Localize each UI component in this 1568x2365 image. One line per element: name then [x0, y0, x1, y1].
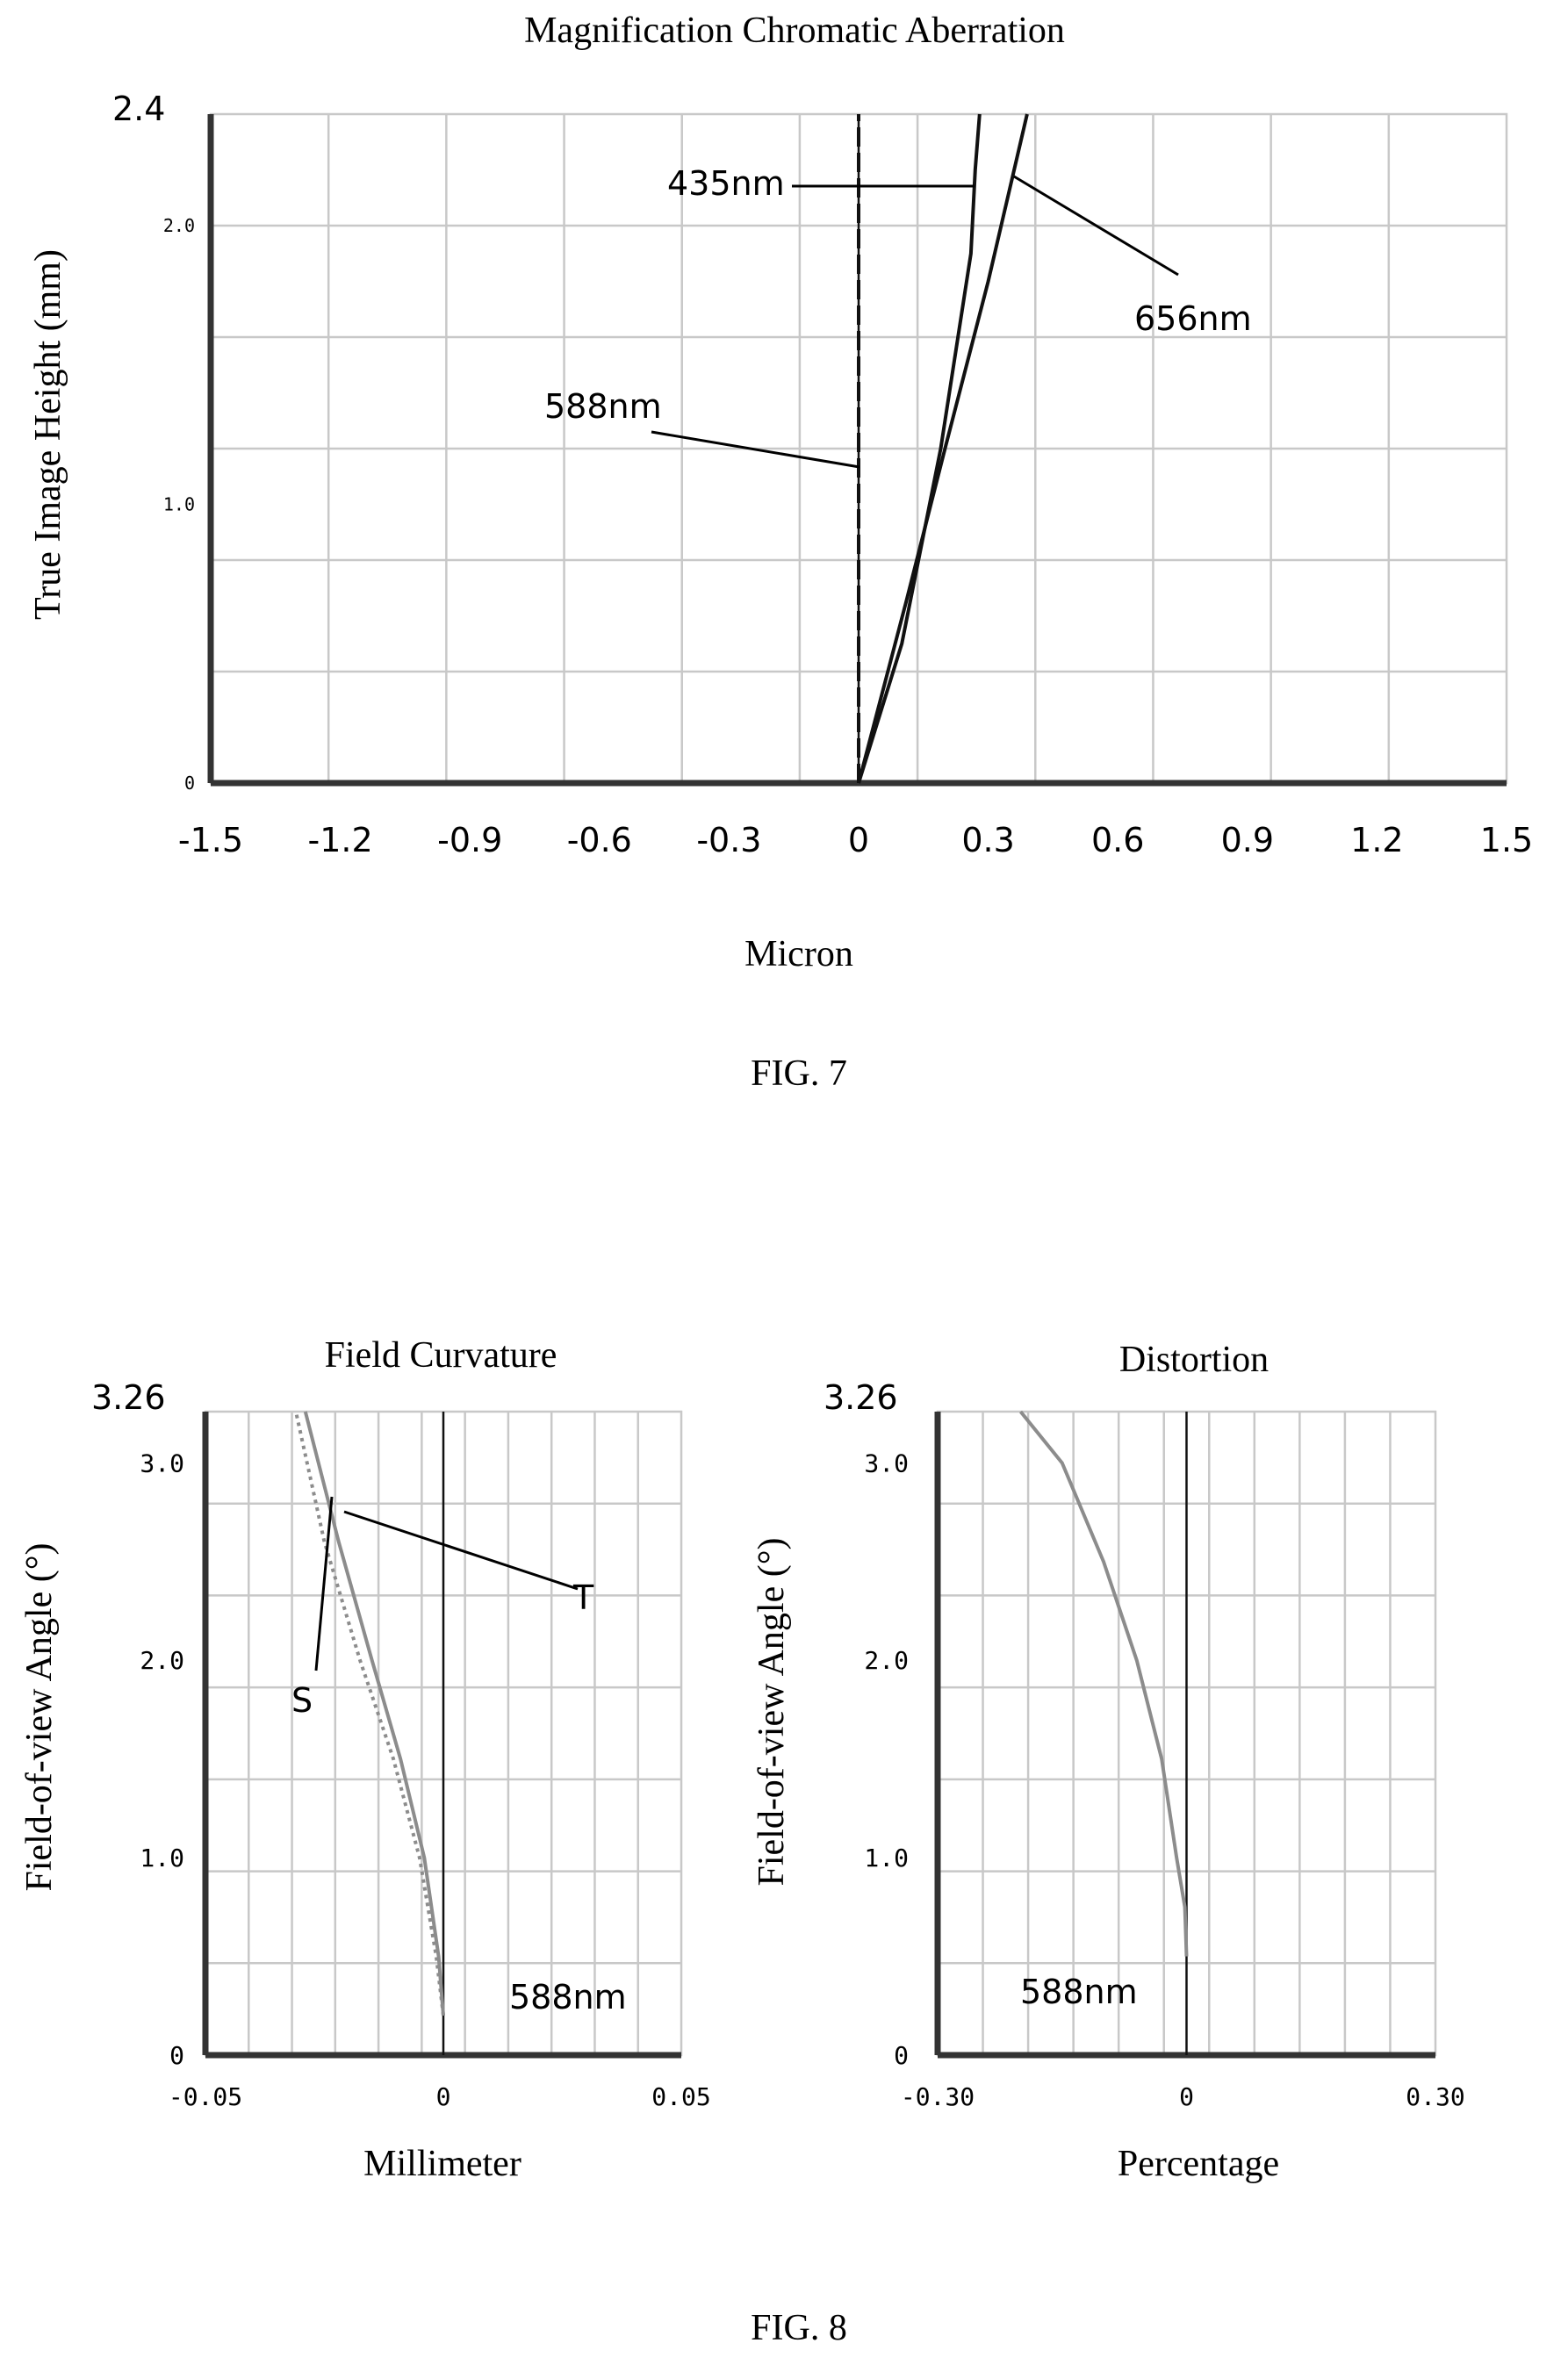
grid — [205, 1412, 681, 2055]
y-tick-label: 2.0 — [140, 1646, 184, 1675]
annotations: 435nm 656nm 588nm — [544, 164, 1252, 469]
y-axis-label: Field-of-view Angle (°) — [19, 1542, 60, 1891]
x-tick-label: 0.05 — [651, 2082, 710, 2111]
series-line-435nm — [857, 113, 982, 784]
x-tick-label: 1.2 — [1350, 821, 1403, 859]
x-tick-label: -0.9 — [437, 821, 502, 859]
axes — [934, 1410, 1437, 2059]
annotation-588nm: 588nm — [509, 1978, 627, 2016]
figure-label-fig7: FIG. 7 — [751, 1053, 847, 1094]
chart-field-curvature: Field Curvature -0.05 0 0.05 0 1.0 2.0 3.0 T … — [19, 1335, 711, 2184]
x-tick-label: 1.5 — [1480, 821, 1533, 859]
figure-label-fig8: FIG. 8 — [751, 2308, 847, 2348]
x-tick-label: 0 — [1179, 2082, 1194, 2111]
x-axis-label: Micron — [744, 934, 853, 974]
x-tick-labels: -0.05 0 0.05 — [169, 2082, 711, 2111]
y-tick-label: 3.0 — [864, 1448, 909, 1477]
x-tick-label: -0.3 — [696, 821, 761, 859]
series-line-588nm — [1018, 1410, 1189, 1957]
y-tick-label: 3.0 — [140, 1448, 184, 1477]
x-tick-label: 0.30 — [1406, 2082, 1464, 2111]
y-tick-label: 1.0 — [140, 1844, 184, 1873]
series-line-s — [303, 1411, 445, 2016]
y-tick-label: 0 — [169, 2041, 184, 2070]
series-lines — [294, 1411, 445, 2016]
x-tick-label: 0.9 — [1221, 821, 1274, 859]
y-tick-labels: 0 1.0 2.0 3.0 — [140, 1448, 184, 2070]
series-lines — [1018, 1410, 1189, 1957]
y-axis-label: True Image Height (mm) — [28, 249, 68, 620]
x-axis-label: Millimeter — [363, 2144, 521, 2184]
chart-chromatic-aberration: Magnification Chromatic Aberration -1.5-… — [28, 11, 1533, 974]
x-tick-label: 0 — [848, 821, 869, 859]
leader-line-s — [314, 1496, 334, 1671]
annotations: 588nm — [1020, 1973, 1138, 2011]
annotation-656nm: 656nm — [1134, 299, 1252, 338]
x-tick-label: 0.6 — [1091, 821, 1144, 859]
x-tick-label: 0.3 — [961, 821, 1014, 859]
series-line-656nm — [857, 113, 1029, 784]
y-max-label: 3.26 — [824, 1378, 898, 1417]
series-lines — [857, 113, 1029, 784]
y-tick-label: 2.0 — [864, 1646, 909, 1675]
y-axis-label: Field-of-view Angle (°) — [752, 1537, 792, 1886]
y-max-label: 2.4 — [112, 90, 165, 128]
x-tick-label: -0.6 — [567, 821, 632, 859]
x-tick-label: -0.30 — [901, 2082, 975, 2111]
annotation-588nm: 588nm — [544, 387, 662, 426]
y-tick-label: 1.0 — [163, 494, 195, 515]
y-tick-labels: 0 1.0 2.0 3.0 — [864, 1448, 909, 2070]
annotation-t: T — [572, 1578, 594, 1617]
leader-line-t — [343, 1510, 579, 1591]
x-tick-label: 0 — [436, 2082, 451, 2111]
y-tick-label: 2.0 — [163, 215, 195, 236]
chart-title: Field Curvature — [325, 1335, 557, 1376]
x-tick-label: -0.05 — [169, 2082, 242, 2111]
axes — [202, 1410, 683, 2059]
x-tick-label: -1.5 — [178, 821, 243, 859]
chart-title: Magnification Chromatic Aberration — [524, 11, 1065, 51]
leader-line-588nm — [651, 430, 860, 469]
chart-title: Distortion — [1119, 1340, 1269, 1380]
annotations: T S 588nm — [291, 1496, 627, 2016]
x-tick-label: -1.2 — [308, 821, 373, 859]
y-max-label: 3.26 — [91, 1378, 166, 1417]
x-axis-label: Percentage — [1118, 2144, 1279, 2184]
annotation-s: S — [291, 1681, 313, 1720]
y-tick-labels: 0 1.0 2.0 — [163, 215, 195, 794]
annotation-588nm: 588nm — [1020, 1973, 1138, 2011]
y-tick-label: 1.0 — [864, 1844, 909, 1873]
leader-line-656nm — [1013, 175, 1179, 277]
x-tick-labels: -1.5 -1.2 -0.9 -0.6 -0.3 0 0.3 0.6 0.9 1.2 1.5 — [178, 821, 1533, 859]
annotation-435nm: 435nm — [667, 164, 785, 203]
series-line-t — [294, 1411, 445, 2016]
y-tick-label: 0 — [894, 2041, 909, 2070]
y-tick-label: 0 — [184, 773, 195, 794]
chart-distortion: Distortion -0.30 0 0.30 0 1.0 2.0 3.0 588nm 3… — [752, 1340, 1465, 2184]
x-tick-labels: -0.30 0 0.30 — [901, 2082, 1465, 2111]
